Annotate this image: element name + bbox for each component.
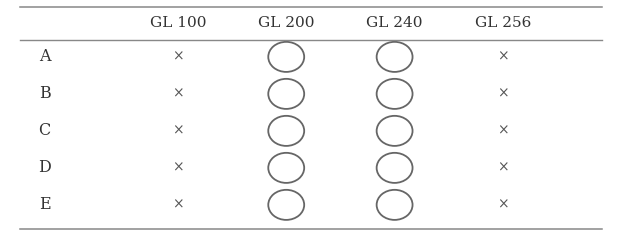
Text: ×: × [497, 124, 509, 138]
Text: ×: × [172, 87, 183, 101]
Text: ×: × [172, 161, 183, 175]
Text: GL 100: GL 100 [150, 16, 206, 30]
Text: ×: × [497, 198, 509, 212]
Text: GL 240: GL 240 [366, 16, 423, 30]
Text: A: A [39, 48, 50, 65]
Text: D: D [39, 159, 51, 176]
Text: E: E [39, 196, 50, 213]
Text: B: B [39, 85, 50, 102]
Text: ×: × [497, 87, 509, 101]
Text: ×: × [172, 124, 183, 138]
Text: ×: × [172, 198, 183, 212]
Text: GL 200: GL 200 [258, 16, 315, 30]
Text: GL 256: GL 256 [475, 16, 531, 30]
Text: ×: × [172, 50, 183, 64]
Text: ×: × [497, 161, 509, 175]
Text: C: C [39, 122, 51, 139]
Text: ×: × [497, 50, 509, 64]
